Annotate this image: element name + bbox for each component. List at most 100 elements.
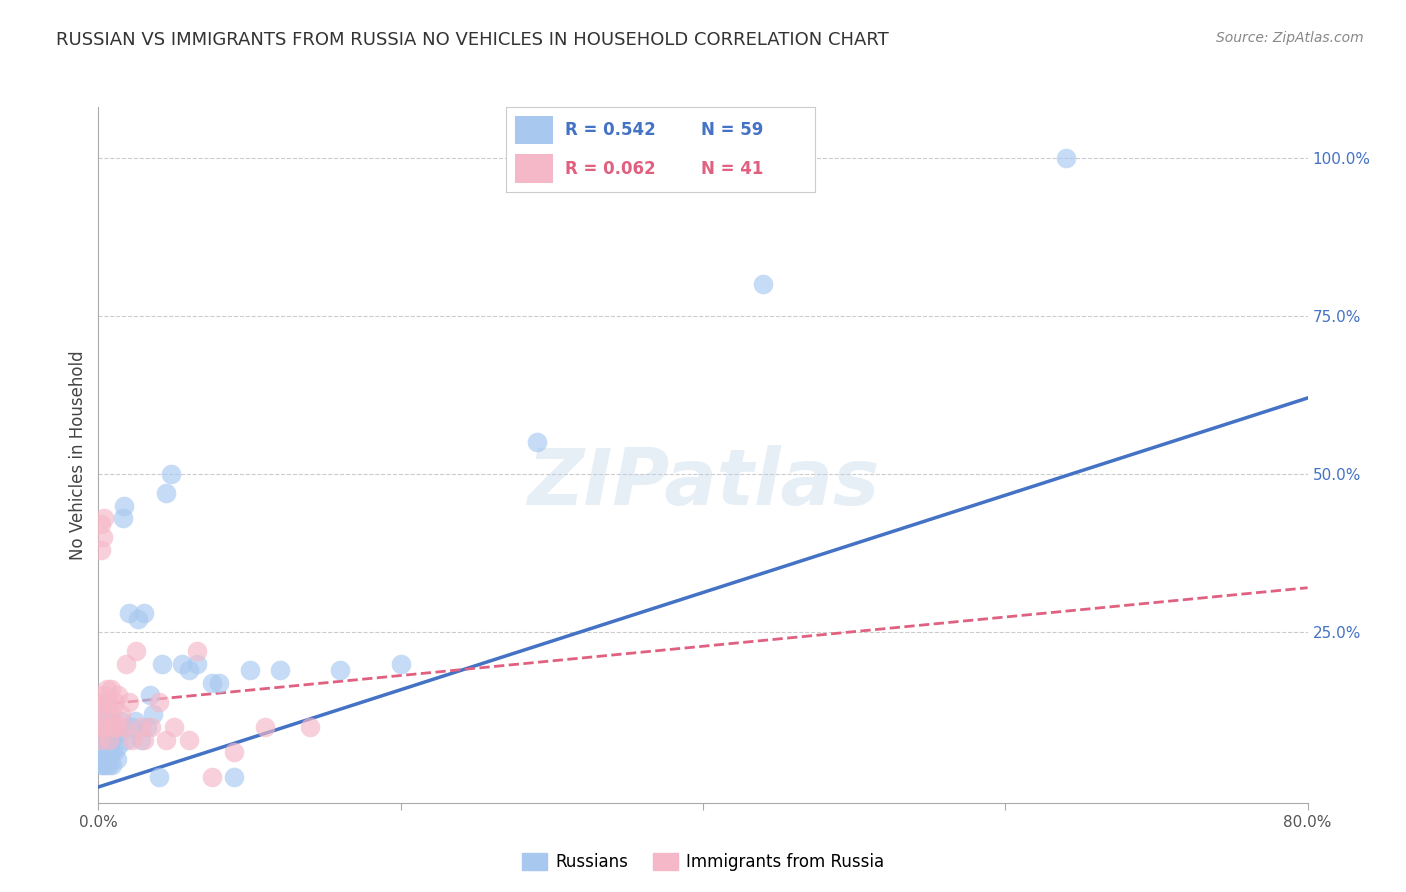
Point xyxy=(135,720,157,734)
Point xyxy=(139,688,162,702)
Text: N = 59: N = 59 xyxy=(702,121,763,139)
Point xyxy=(90,745,112,759)
Point xyxy=(101,707,124,722)
Point xyxy=(98,757,121,772)
Point xyxy=(94,739,117,753)
Point xyxy=(179,732,201,747)
Point xyxy=(150,657,173,671)
Point xyxy=(100,745,122,759)
Point xyxy=(129,732,152,747)
Point xyxy=(299,720,322,734)
Point xyxy=(100,714,122,728)
Point xyxy=(101,732,124,747)
Point xyxy=(155,486,177,500)
Point xyxy=(89,751,111,765)
Point xyxy=(132,732,155,747)
Point xyxy=(129,720,152,734)
Point xyxy=(91,739,114,753)
Point xyxy=(1054,151,1077,165)
Point xyxy=(96,707,118,722)
Point xyxy=(121,720,143,734)
Point xyxy=(96,751,118,765)
Point xyxy=(112,499,135,513)
Point xyxy=(90,757,112,772)
Point xyxy=(89,720,111,734)
Point xyxy=(114,732,136,747)
Point xyxy=(93,511,115,525)
Point xyxy=(121,732,143,747)
Point xyxy=(107,688,129,702)
Point xyxy=(90,720,112,734)
Point xyxy=(103,745,125,759)
Point xyxy=(163,720,186,734)
Point xyxy=(94,720,117,734)
Point xyxy=(93,695,115,709)
Text: R = 0.542: R = 0.542 xyxy=(565,121,655,139)
Y-axis label: No Vehicles in Household: No Vehicles in Household xyxy=(69,350,87,560)
Point xyxy=(108,726,131,740)
Point xyxy=(91,714,114,728)
Point xyxy=(104,726,127,740)
Point xyxy=(94,695,117,709)
Point xyxy=(389,657,412,671)
Point xyxy=(142,707,165,722)
Point xyxy=(90,517,112,532)
Point xyxy=(100,681,122,696)
Point xyxy=(208,675,231,690)
Point xyxy=(105,720,128,734)
Legend: Russians, Immigrants from Russia: Russians, Immigrants from Russia xyxy=(515,847,891,878)
Point xyxy=(98,732,121,747)
Point xyxy=(91,530,114,544)
Point xyxy=(90,707,112,722)
Text: N = 41: N = 41 xyxy=(702,160,763,178)
Point xyxy=(90,732,112,747)
Text: ZIPatlas: ZIPatlas xyxy=(527,445,879,521)
Point xyxy=(132,606,155,620)
Point xyxy=(96,681,118,696)
Point xyxy=(89,732,111,747)
Point xyxy=(91,757,114,772)
Point xyxy=(224,771,246,785)
Point xyxy=(98,732,121,747)
Point xyxy=(201,675,224,690)
Point xyxy=(526,435,548,450)
Point xyxy=(94,757,117,772)
Text: Source: ZipAtlas.com: Source: ZipAtlas.com xyxy=(1216,31,1364,45)
Point xyxy=(103,720,125,734)
Point xyxy=(111,511,134,525)
Point xyxy=(148,695,170,709)
Point xyxy=(170,657,193,671)
Point xyxy=(239,663,262,677)
Point xyxy=(111,720,134,734)
Point xyxy=(186,644,208,658)
Point xyxy=(110,714,132,728)
Point xyxy=(155,732,177,747)
Point xyxy=(100,720,122,734)
Point xyxy=(110,707,132,722)
Point xyxy=(89,732,111,747)
Point xyxy=(224,745,246,759)
Point xyxy=(179,663,201,677)
Point xyxy=(269,663,291,677)
Point xyxy=(107,739,129,753)
Point xyxy=(91,720,114,734)
Point xyxy=(104,695,127,709)
Point xyxy=(91,726,114,740)
Point xyxy=(186,657,208,671)
Text: R = 0.062: R = 0.062 xyxy=(565,160,655,178)
Point xyxy=(118,695,141,709)
Point xyxy=(141,720,163,734)
Point xyxy=(124,714,146,728)
Point xyxy=(91,688,114,702)
Point xyxy=(90,542,112,557)
Point xyxy=(253,720,276,734)
Point xyxy=(201,771,224,785)
Point xyxy=(148,771,170,785)
Point xyxy=(98,695,121,709)
Point xyxy=(125,644,148,658)
Point xyxy=(93,726,115,740)
Point xyxy=(105,751,128,765)
Point xyxy=(329,663,352,677)
Text: RUSSIAN VS IMMIGRANTS FROM RUSSIA NO VEHICLES IN HOUSEHOLD CORRELATION CHART: RUSSIAN VS IMMIGRANTS FROM RUSSIA NO VEH… xyxy=(56,31,889,49)
Point xyxy=(101,757,124,772)
